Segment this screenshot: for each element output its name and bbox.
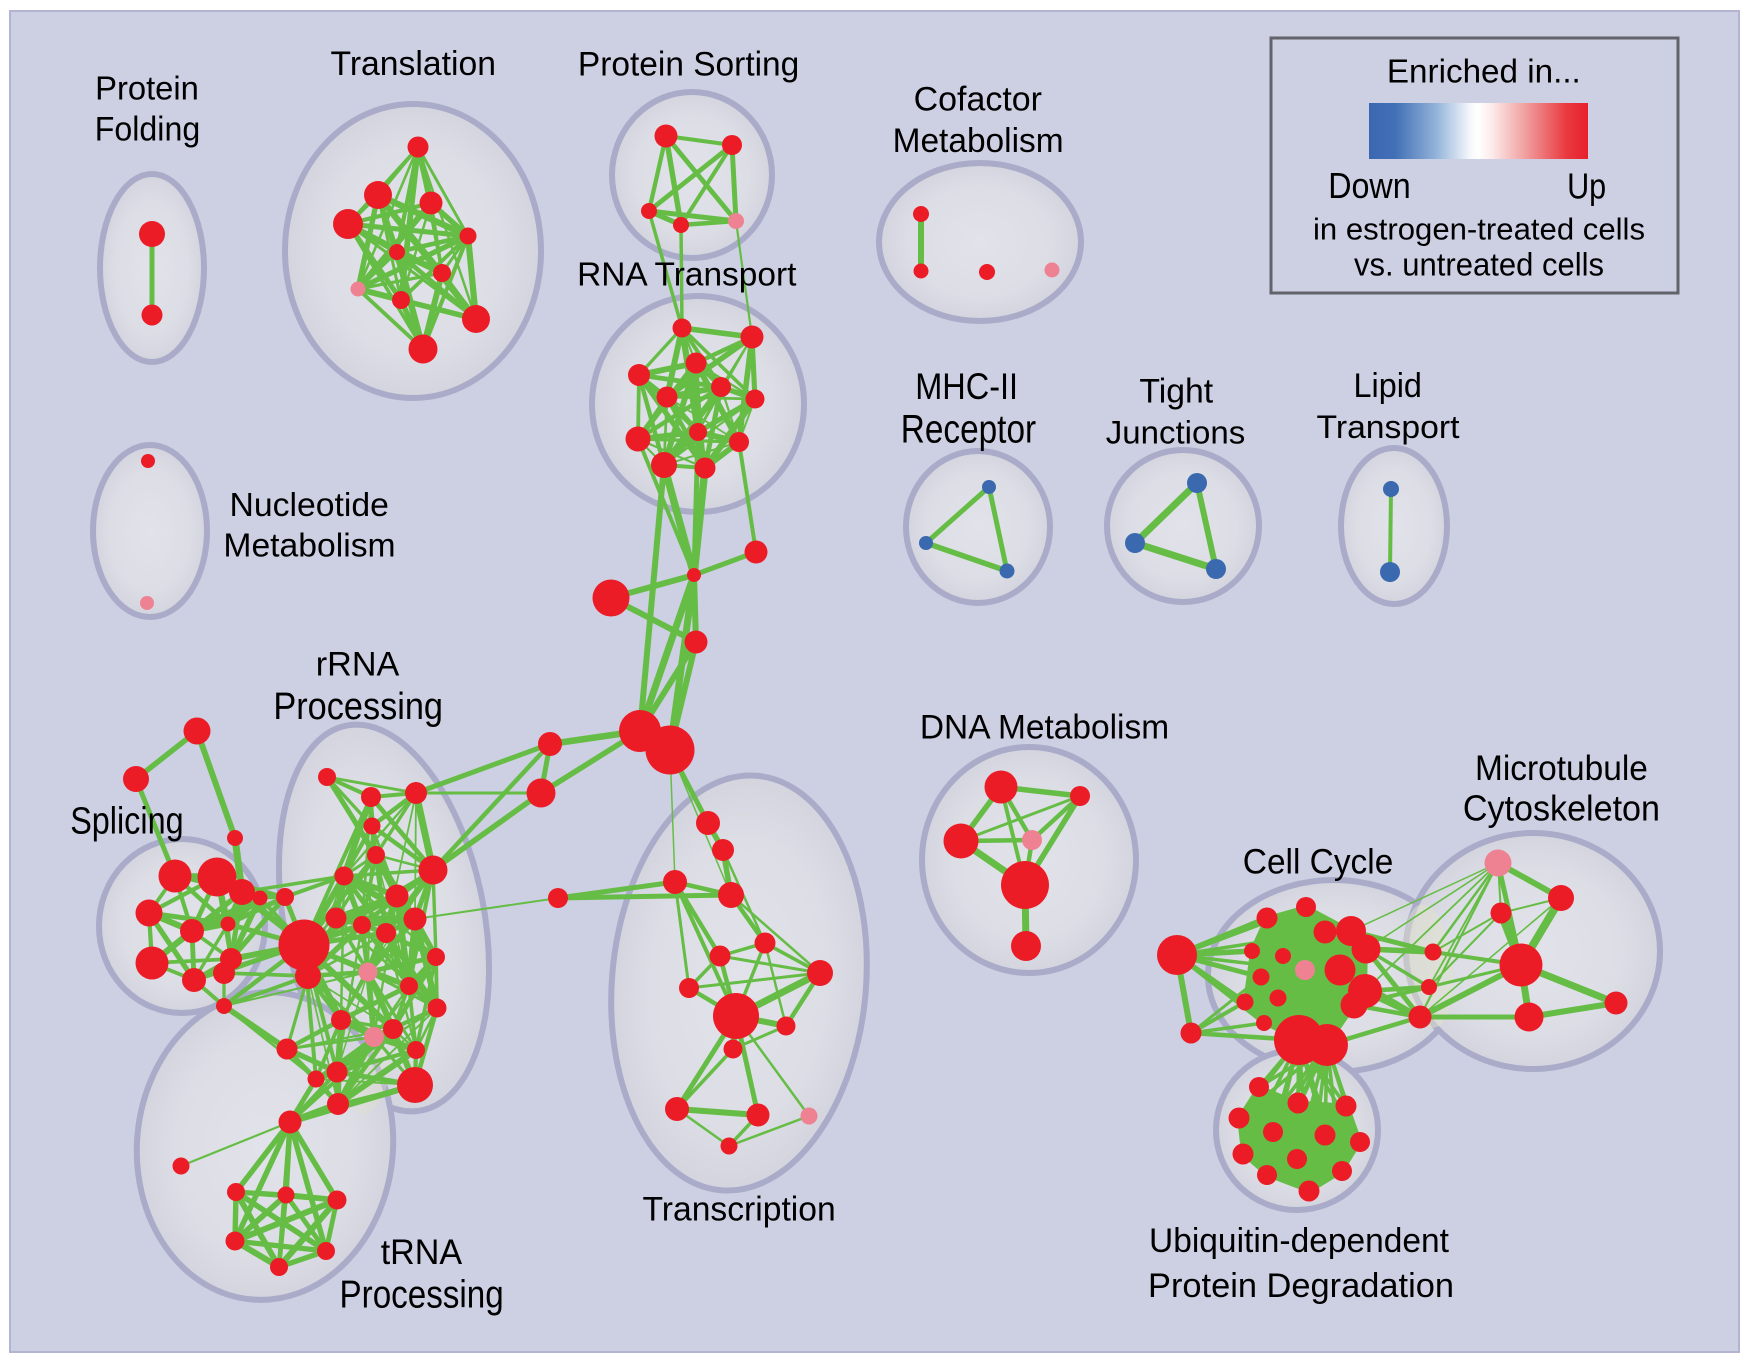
svg-text:Tight: Tight xyxy=(1139,373,1213,411)
svg-text:Translation: Translation xyxy=(331,45,497,83)
svg-text:Ubiquitin-dependent: Ubiquitin-dependent xyxy=(1149,1222,1449,1260)
svg-text:Junctions: Junctions xyxy=(1106,414,1246,451)
svg-text:Down: Down xyxy=(1328,166,1411,206)
svg-text:Metabolism: Metabolism xyxy=(893,122,1064,160)
svg-text:Receptor: Receptor xyxy=(901,407,1036,451)
svg-text:tRNA: tRNA xyxy=(381,1232,463,1272)
svg-text:Enriched in...: Enriched in... xyxy=(1387,53,1581,90)
svg-text:Cell Cycle: Cell Cycle xyxy=(1243,843,1394,882)
svg-text:vs. untreated cells: vs. untreated cells xyxy=(1354,247,1604,283)
svg-text:Nucleotide: Nucleotide xyxy=(230,487,389,524)
svg-text:Processing: Processing xyxy=(340,1273,504,1316)
svg-text:Lipid: Lipid xyxy=(1354,367,1422,405)
svg-text:in estrogen-treated cells: in estrogen-treated cells xyxy=(1313,211,1645,246)
svg-text:RNA Transport: RNA Transport xyxy=(577,257,796,294)
svg-text:Transcription: Transcription xyxy=(643,1191,836,1229)
svg-text:Cofactor: Cofactor xyxy=(914,81,1042,119)
svg-text:Metabolism: Metabolism xyxy=(223,526,395,563)
svg-text:DNA Metabolism: DNA Metabolism xyxy=(920,709,1169,747)
svg-text:Transport: Transport xyxy=(1317,409,1460,445)
svg-text:Protein Degradation: Protein Degradation xyxy=(1148,1267,1454,1305)
svg-text:Microtubule: Microtubule xyxy=(1475,749,1648,788)
svg-text:Folding: Folding xyxy=(95,110,200,148)
svg-text:Up: Up xyxy=(1567,166,1606,207)
svg-text:Protein Sorting: Protein Sorting xyxy=(578,46,799,84)
svg-text:rRNA: rRNA xyxy=(316,646,400,684)
svg-text:Processing: Processing xyxy=(273,686,443,728)
svg-text:Splicing: Splicing xyxy=(70,800,183,842)
svg-text:MHC-II: MHC-II xyxy=(915,366,1018,407)
svg-text:Cytoskeleton: Cytoskeleton xyxy=(1463,788,1660,829)
svg-text:Protein: Protein xyxy=(95,70,199,107)
